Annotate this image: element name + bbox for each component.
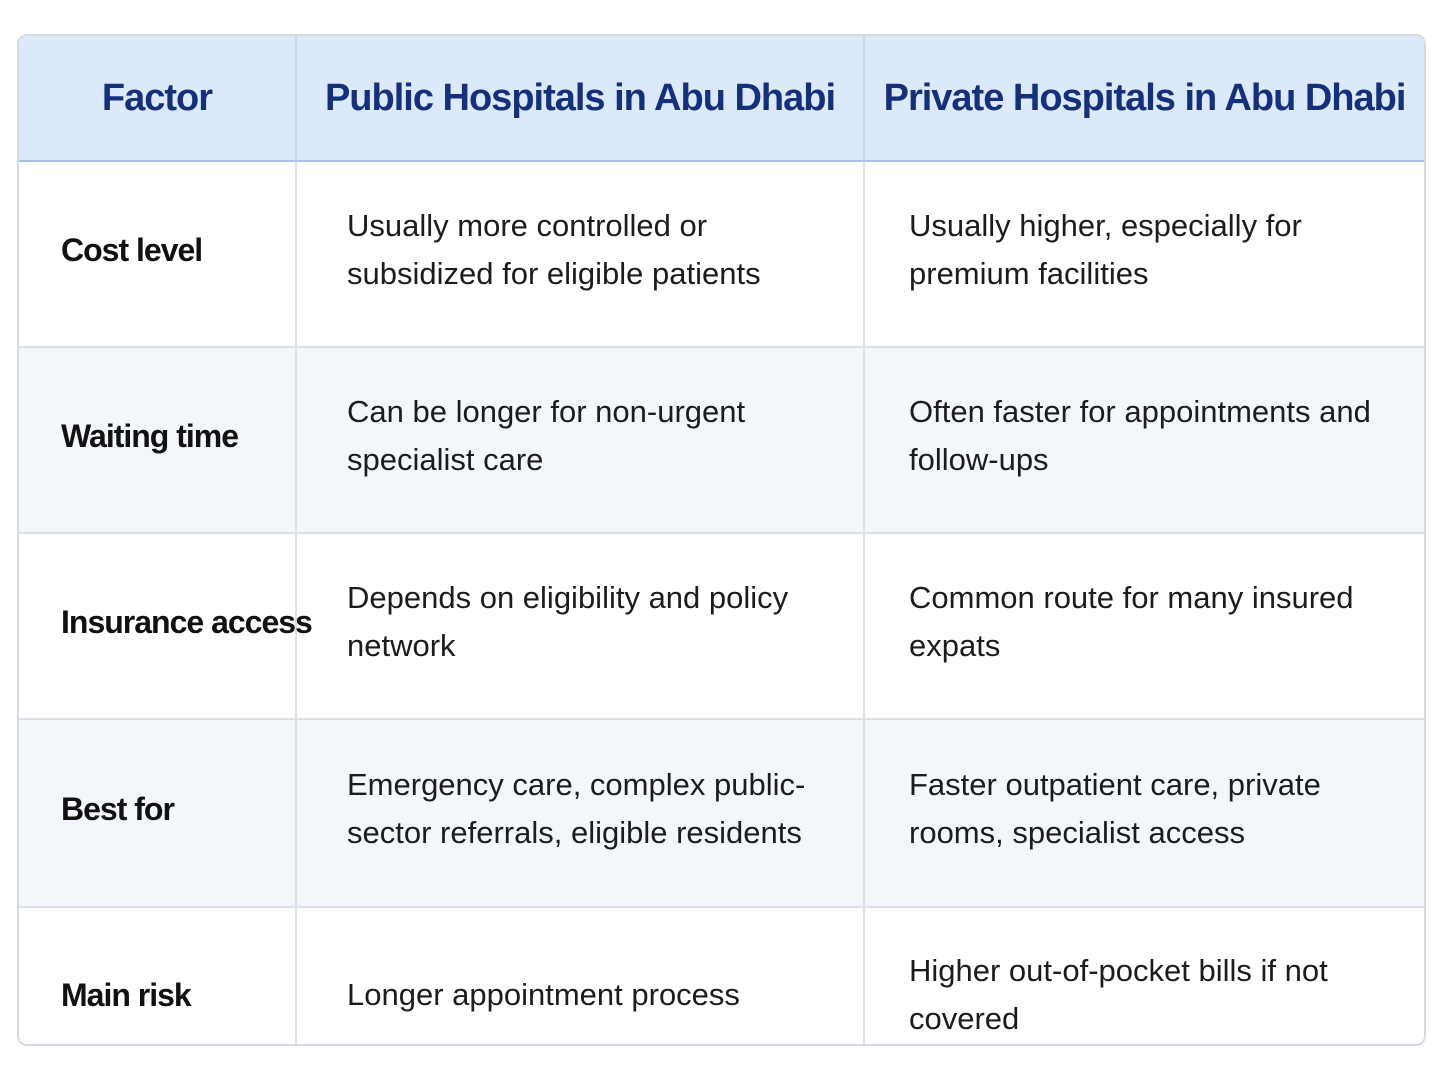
private-cell: Higher out-of-pocket bills if not covere… xyxy=(909,953,1328,1036)
private-cell: Often faster for appointments and follow… xyxy=(864,347,1424,534)
header-public-hospitals: Public Hospitals in Abu Dhabi xyxy=(296,36,865,162)
table-header-row: Factor Public Hospitals in Abu Dhabi Pri… xyxy=(19,36,1424,162)
factor-cell: Cost level xyxy=(19,161,297,348)
public-cell: Depends on eligibility and policy networ… xyxy=(296,533,865,720)
table-row: Main risk Longer appointment process Hig… xyxy=(19,907,1424,1044)
table-row: Best for Emergency care, complex public-… xyxy=(19,719,1424,908)
header-private-hospitals: Private Hospitals in Abu Dhabi xyxy=(864,36,1424,162)
private-cell: Usually higher, especially for premium f… xyxy=(864,161,1424,348)
table-row: Cost level Usually more controlled or su… xyxy=(19,161,1424,348)
factor-cell: Insurance access xyxy=(19,533,313,720)
header-factor: Factor xyxy=(19,36,297,162)
private-cell: Common route for many insured expats xyxy=(864,533,1424,720)
factor-cell: Waiting time xyxy=(19,347,297,534)
public-cell: Longer appointment process xyxy=(296,907,865,1044)
comparison-table: Factor Public Hospitals in Abu Dhabi Pri… xyxy=(17,34,1426,1046)
hospital-comparison-table: Factor Public Hospitals in Abu Dhabi Pri… xyxy=(19,36,1424,1044)
factor-cell: Main risk xyxy=(19,907,297,1044)
public-cell: Usually more controlled or subsidized fo… xyxy=(296,161,865,348)
public-cell: Can be longer for non-urgent specialist … xyxy=(296,347,865,534)
public-cell: Emergency care, complex public-sector re… xyxy=(296,719,865,908)
table-row: Insurance access Depends on eligibility … xyxy=(19,533,1424,720)
table-row: Waiting time Can be longer for non-urgen… xyxy=(19,347,1424,534)
private-cell: Faster outpatient care, private rooms, s… xyxy=(864,719,1424,908)
factor-cell: Best for xyxy=(19,719,297,908)
